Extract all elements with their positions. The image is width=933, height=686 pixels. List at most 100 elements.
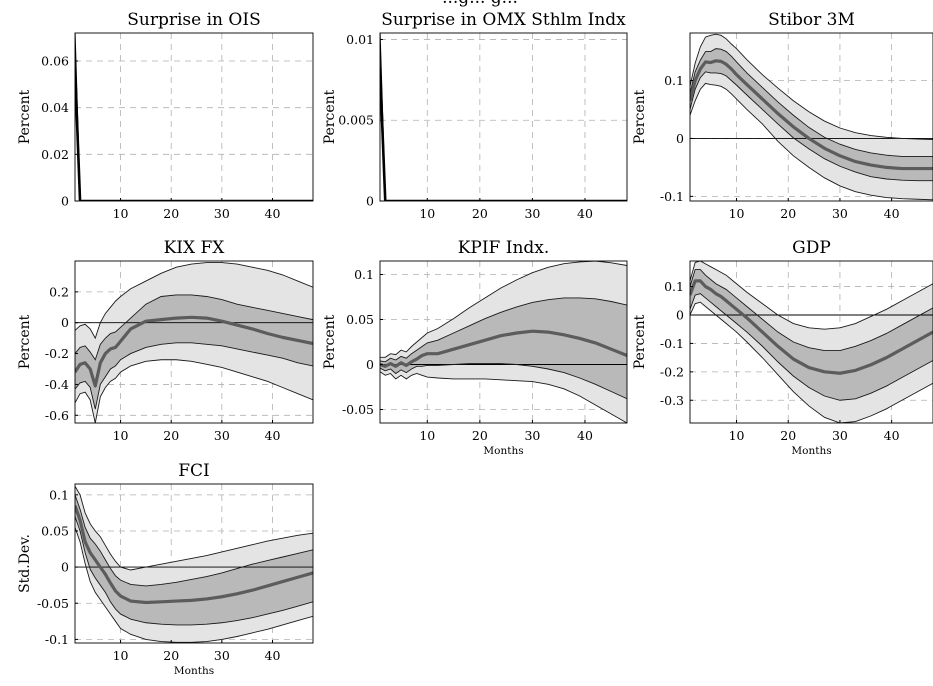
band-edge-outer-upper [690, 261, 933, 330]
y-tick-label: -0.1 [45, 632, 69, 647]
band-edge-inner-upper [75, 294, 313, 361]
y-tick-label: 0 [61, 560, 69, 575]
y-tick-label: 0.1 [664, 279, 684, 294]
y-axis-label: Percent [632, 89, 648, 144]
y-axis-label: Percent [322, 314, 338, 369]
x-tick-label: 30 [524, 428, 540, 443]
panel-4: 10 20 30 40 -0.6 -0.4 -0.2 0 0.2 KIX FX Percent [17, 238, 314, 443]
y-tick-label: -0.1 [660, 189, 684, 204]
y-tick-label: 0.2 [49, 284, 69, 299]
x-tick-label: 10 [113, 206, 129, 221]
x-tick-label: 20 [780, 428, 796, 443]
y-tick-label: 0 [366, 194, 374, 209]
y-tick-label: 0 [676, 308, 684, 323]
x-tick-label: 20 [163, 648, 179, 663]
panel-1: 10 20 30 40 0 0.02 0.04 0.06 Surprise in OIS Perc… [17, 10, 314, 221]
x-tick-label: 20 [472, 428, 488, 443]
figure-partial-title: ...g... g... [442, 0, 518, 8]
y-tick-label: -0.6 [45, 408, 69, 423]
panel-title: Surprise in OIS [127, 10, 260, 30]
x-tick-label: 20 [163, 206, 179, 221]
band-edge-outer-upper [75, 262, 313, 340]
plot-area [690, 261, 933, 423]
x-tick-label: 30 [214, 206, 230, 221]
x-tick-label: 10 [113, 428, 129, 443]
median-line [690, 279, 933, 375]
y-tick-label: -0.3 [660, 393, 684, 408]
y-tick-label: -0.05 [37, 596, 69, 611]
y-axis-label: Std.Dev. [17, 534, 33, 593]
x-axis-label: Months [174, 665, 214, 677]
y-tick-label: 0.06 [41, 54, 69, 69]
x-tick-label: 20 [472, 206, 488, 221]
x-tick-label: 10 [729, 428, 745, 443]
plot-area [380, 261, 627, 423]
panel-2: 10 20 30 40 0 0.005 0.01 Surprise in OMX Sthlm … [322, 10, 628, 221]
x-tick-label: 40 [265, 428, 281, 443]
y-axis-label: Percent [17, 314, 33, 369]
band-edge-inner-lower [75, 516, 313, 626]
inner-band [690, 48, 933, 181]
band-edge-inner-upper [690, 48, 933, 157]
x-tick-label: 30 [524, 206, 540, 221]
band-edge-inner-upper [75, 494, 313, 587]
panel-7: 10 20 30 40 -0.1 -0.05 0 0.05 0.1 FCI Std.Dev. Mont… [17, 461, 314, 677]
plot-area [690, 33, 933, 201]
plot-area [75, 33, 313, 201]
band-edge-outer-lower [75, 527, 313, 643]
panel-6: 10 20 30 40 -0.3 -0.2 -0.1 0 0.1 GDP Percent Months [632, 238, 933, 457]
y-axis-label: Percent [17, 89, 33, 144]
x-tick-label: 40 [884, 428, 900, 443]
x-tick-label: 10 [419, 428, 435, 443]
shock-median-line [380, 68, 627, 201]
inner-band [75, 294, 313, 410]
band-edge-outer-upper [380, 261, 627, 358]
axes-frame [379, 260, 628, 424]
y-tick-label: 0 [61, 315, 69, 330]
shock-median-line [75, 67, 313, 201]
band-edge-inner-upper [690, 269, 933, 351]
x-tick-label: 20 [163, 428, 179, 443]
x-tick-label: 40 [577, 428, 593, 443]
y-axis-label: Percent [632, 314, 648, 369]
y-tick-label: -0.2 [45, 346, 69, 361]
panels-container: 10 20 30 40 0 0.02 0.04 0.06 Surprise in OIS Perc… [17, 10, 933, 677]
band-edge-outer-lower [75, 359, 313, 423]
plot-area [75, 261, 313, 423]
x-tick-label: 30 [214, 648, 230, 663]
y-tick-label: 0.01 [346, 32, 374, 47]
y-tick-label: 0.05 [41, 523, 69, 538]
panel-5: 10 20 30 40 -0.05 0 0.05 0.1 KPIF Indx. Percent Mo… [322, 238, 628, 457]
y-tick-label: -0.1 [660, 336, 684, 351]
inner-band [690, 269, 933, 401]
x-tick-label: 30 [832, 206, 848, 221]
band-edge-outer-upper [75, 485, 313, 571]
axes-frame [74, 260, 314, 424]
band-edge-outer-lower [690, 301, 933, 423]
y-tick-label: 0.05 [346, 312, 374, 327]
band-edge-inner-lower [690, 71, 933, 182]
y-tick-label: 0.1 [664, 73, 684, 88]
x-tick-label: 20 [780, 206, 796, 221]
panel-title: KIX FX [164, 238, 226, 258]
shock-upper-line [75, 33, 313, 201]
y-tick-label: -0.2 [660, 364, 684, 379]
x-tick-label: 40 [577, 206, 593, 221]
y-tick-label: 0 [676, 131, 684, 146]
panel-3: 10 20 30 40 -0.1 0 0.1 Stibor 3M Percent [632, 10, 933, 221]
band-edge-inner-lower [75, 342, 313, 410]
inner-band [380, 297, 627, 399]
x-tick-label: 30 [214, 428, 230, 443]
x-tick-label: 10 [113, 648, 129, 663]
x-tick-label: 10 [729, 206, 745, 221]
x-tick-label: 30 [832, 428, 848, 443]
band-edge-outer-lower [690, 82, 933, 201]
y-tick-label: -0.05 [342, 402, 374, 417]
x-axis-label: Months [791, 445, 831, 457]
shock-upper-line [380, 33, 627, 201]
y-tick-label: -0.4 [45, 377, 69, 392]
y-tick-label: 0.1 [354, 267, 374, 282]
y-tick-label: 0.005 [338, 113, 374, 128]
plot-area [75, 484, 313, 643]
